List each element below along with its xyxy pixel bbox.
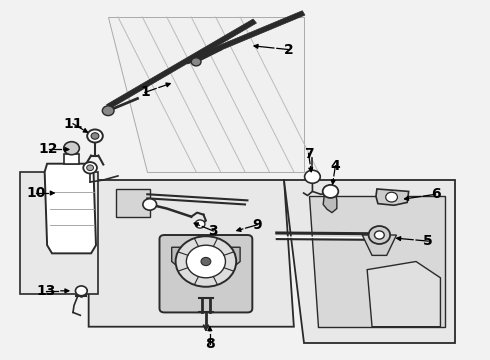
Circle shape: [191, 58, 201, 66]
Text: 8: 8: [205, 337, 215, 351]
Polygon shape: [323, 192, 337, 213]
Circle shape: [323, 185, 338, 198]
Text: 5: 5: [423, 234, 433, 248]
Text: 1: 1: [140, 85, 150, 99]
Circle shape: [305, 170, 320, 183]
Text: 4: 4: [331, 159, 340, 173]
Circle shape: [83, 162, 97, 174]
Polygon shape: [376, 189, 409, 205]
Polygon shape: [89, 180, 294, 327]
Circle shape: [143, 199, 157, 210]
Circle shape: [175, 236, 236, 287]
Text: 2: 2: [284, 42, 294, 57]
FancyBboxPatch shape: [159, 235, 252, 312]
Polygon shape: [362, 235, 396, 255]
Text: 9: 9: [252, 218, 262, 232]
Polygon shape: [185, 11, 305, 64]
Polygon shape: [45, 164, 96, 253]
Polygon shape: [116, 189, 150, 217]
Circle shape: [87, 130, 103, 143]
Circle shape: [87, 165, 94, 171]
Polygon shape: [172, 247, 240, 270]
Polygon shape: [20, 172, 98, 294]
Text: 7: 7: [304, 147, 313, 161]
Text: 3: 3: [208, 224, 218, 238]
Circle shape: [368, 226, 390, 244]
Text: 10: 10: [26, 186, 46, 200]
Circle shape: [186, 245, 225, 278]
Circle shape: [195, 220, 205, 228]
Polygon shape: [309, 196, 445, 327]
Circle shape: [386, 192, 397, 202]
Circle shape: [102, 106, 114, 116]
Text: 11: 11: [63, 117, 83, 131]
Circle shape: [91, 133, 99, 139]
Text: 12: 12: [39, 143, 58, 157]
Polygon shape: [64, 153, 79, 164]
Text: 6: 6: [431, 187, 441, 201]
Polygon shape: [106, 19, 256, 109]
Polygon shape: [108, 17, 304, 172]
Polygon shape: [284, 180, 455, 343]
Circle shape: [201, 257, 211, 266]
Circle shape: [374, 231, 384, 239]
Polygon shape: [367, 261, 441, 327]
Circle shape: [75, 286, 87, 296]
Text: 13: 13: [36, 284, 55, 298]
Circle shape: [64, 142, 79, 155]
